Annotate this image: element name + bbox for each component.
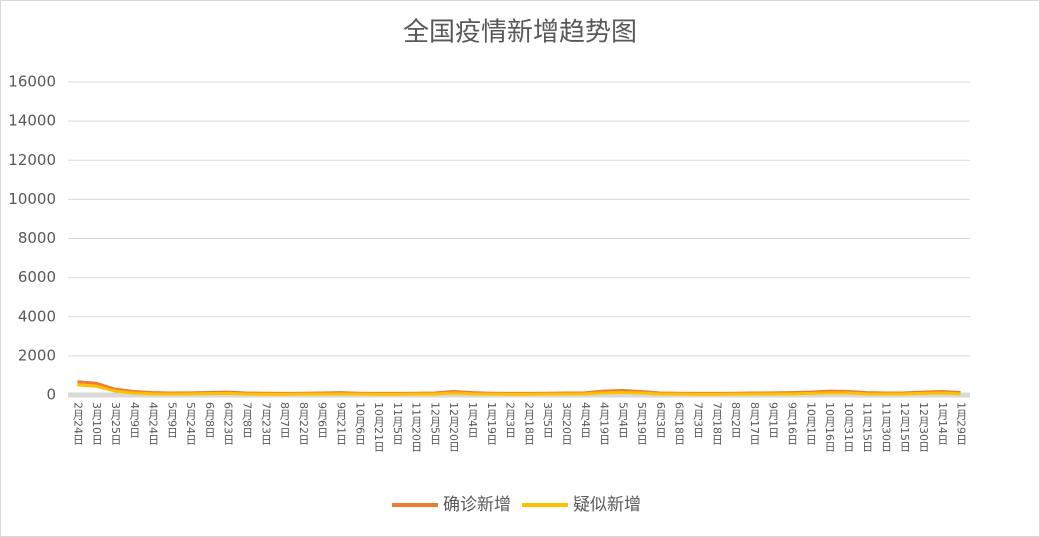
x-tick-label: 2月24日: [71, 402, 84, 445]
x-tick-label: 9月16日: [785, 402, 798, 445]
x-tick-label: 4月19日: [598, 402, 611, 445]
x-tick-label: 10月6日: [353, 402, 366, 445]
y-tick-label: 8000: [18, 229, 56, 247]
legend-label: 确诊新增: [443, 495, 511, 515]
x-tick-label: 12月30日: [917, 402, 930, 452]
x-tick-label: 7月18日: [710, 402, 723, 445]
x-tick-label: 7月8日: [241, 402, 254, 438]
x-tick-label: 6月23日: [222, 402, 235, 445]
x-tick-label: 1月29日: [955, 402, 968, 445]
x-tick-label: 3月20日: [560, 402, 573, 445]
x-tick-label: 8月7日: [278, 402, 291, 438]
x-tick-label: 4月9日: [128, 402, 141, 438]
x-tick-label: 3月25日: [109, 402, 122, 445]
x-tick-label: 4月4日: [579, 402, 592, 438]
x-tick-label: 7月23日: [259, 402, 272, 445]
x-tick-label: 5月19日: [635, 402, 648, 445]
x-tick-label: 5月4日: [616, 402, 629, 438]
x-tick-label: 10月21日: [372, 402, 385, 452]
x-tick-label: 1月14日: [936, 402, 949, 445]
x-tick-label: 6月18日: [673, 402, 686, 445]
x-tick-label: 12月15日: [898, 402, 911, 452]
x-tick-label: 3月5日: [541, 402, 554, 438]
x-tick-label: 6月3日: [654, 402, 667, 438]
x-tick-label: 10月31日: [842, 402, 855, 452]
x-tick-label: 8月22日: [297, 402, 310, 445]
x-tick-label: 11月5日: [391, 402, 404, 445]
x-tick-label: 10月1日: [804, 402, 817, 445]
x-tick-label: 8月2日: [729, 402, 742, 438]
series-line: [77, 383, 961, 396]
legend-label: 疑似新增: [573, 495, 641, 515]
x-tick-label: 5月9日: [165, 402, 178, 438]
y-tick-label: 10000: [8, 190, 56, 208]
y-tick-label: 6000: [18, 268, 56, 286]
y-tick-label: 0: [46, 386, 56, 404]
x-tick-label: 3月10日: [90, 402, 103, 445]
x-tick-label: 12月20日: [447, 402, 460, 452]
y-tick-label: 12000: [8, 151, 56, 169]
x-tick-label: 1月4日: [466, 402, 479, 438]
x-tick-label: 11月15日: [861, 402, 874, 452]
x-tick-label: 6月8日: [203, 402, 216, 438]
x-tick-label: 10月16日: [823, 402, 836, 452]
x-tick-label: 1月19日: [485, 402, 498, 445]
x-tick-label: 4月24日: [147, 402, 160, 445]
x-tick-label: 12月5日: [428, 402, 441, 445]
x-tick-label: 2月18日: [522, 402, 535, 445]
y-tick-label: 4000: [18, 307, 56, 325]
x-tick-label: 7月3日: [692, 402, 705, 438]
x-tick-label: 9月21日: [334, 402, 347, 445]
x-tick-label: 5月24日: [184, 402, 197, 445]
y-tick-label: 14000: [8, 112, 56, 130]
x-tick-label: 2月3日: [504, 402, 517, 438]
x-tick-label: 8月17日: [748, 402, 761, 445]
chart-title: 全国疫情新增趋势图: [403, 18, 637, 48]
x-tick-label: 9月1日: [767, 402, 780, 438]
y-tick-label: 16000: [8, 73, 56, 91]
y-tick-label: 2000: [18, 346, 56, 364]
x-tick-label: 11月30日: [879, 402, 892, 452]
x-tick-label: 9月6日: [316, 402, 329, 438]
x-tick-label: 11月20日: [410, 402, 423, 452]
